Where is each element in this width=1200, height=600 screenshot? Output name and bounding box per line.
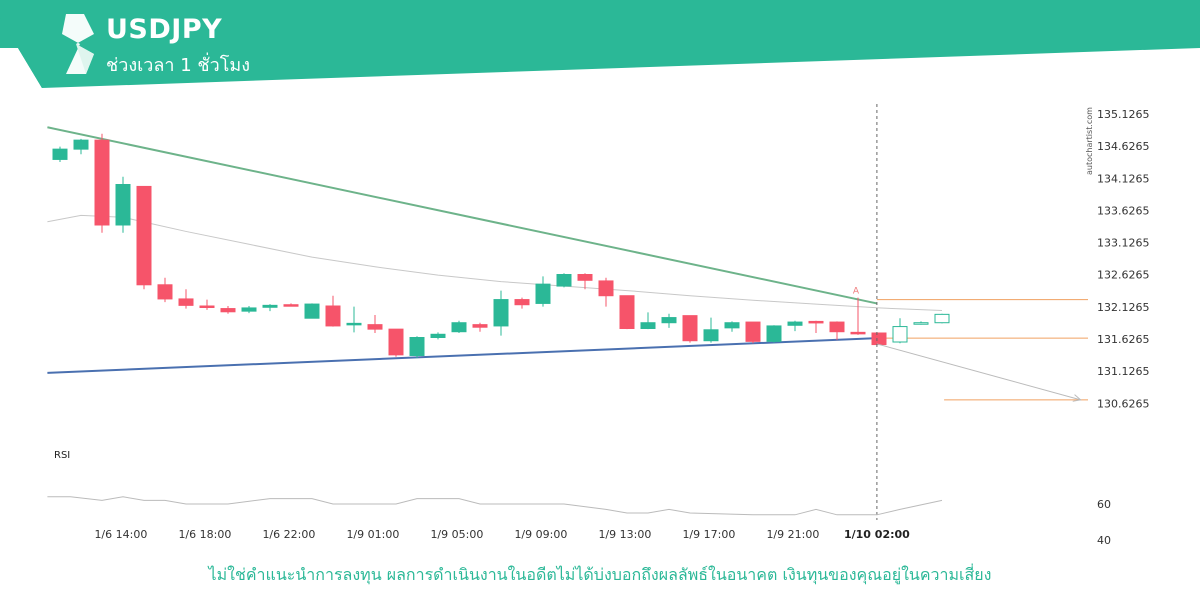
symbol-title: USDJPY (106, 14, 223, 45)
rsi-tick-0: 60 (1097, 498, 1111, 511)
y-axis: 135.1265 134.6265 134.1265 133.6265 133.1265… (1097, 108, 1150, 410)
candle-24 (556, 274, 572, 287)
y-tick-7: 131.6265 (1097, 333, 1150, 346)
candle-4 (136, 185, 152, 286)
y-tick-3: 133.6265 (1097, 204, 1150, 217)
candle-38 (850, 331, 866, 335)
candle-31 (703, 329, 719, 342)
candle-33 (745, 321, 761, 342)
candle-23 (535, 283, 551, 304)
candle-16 (388, 328, 404, 356)
candle-12 (304, 303, 320, 319)
brand-logo-icon (62, 14, 94, 74)
y-tick-2: 134.1265 (1097, 172, 1150, 185)
x-tick-6: 1/9 13:00 (598, 528, 651, 541)
candle-32 (724, 322, 740, 329)
candle-10 (262, 304, 278, 308)
candle-26 (598, 280, 614, 297)
x-tick-4: 1/9 05:00 (430, 528, 483, 541)
x-axis: 1/6 14:00 1/6 18:00 1/6 22:00 1/9 01:00 1/9 … (94, 528, 910, 541)
rsi-line (47, 496, 943, 516)
x-tick-1: 1/6 18:00 (178, 528, 231, 541)
candle-40 (892, 326, 908, 343)
candle-11 (283, 304, 299, 307)
candle-15 (367, 324, 383, 330)
moving-average (47, 214, 943, 311)
disclaimer: ไม่ใช่คำแนะนำการลงทุน ผลการดำเนินงานในอด… (208, 565, 992, 584)
candle-19 (451, 322, 467, 333)
y-tick-6: 132.1265 (1097, 301, 1150, 314)
header-banner (0, 0, 1200, 88)
candle-2 (94, 139, 110, 226)
candle-28 (640, 322, 656, 330)
candle-9 (241, 307, 257, 312)
support-line (47, 337, 877, 374)
y-tick-0: 135.1265 (1097, 108, 1150, 121)
candle-0 (52, 148, 68, 160)
candle-18 (430, 333, 446, 338)
candle-7 (199, 305, 215, 308)
projection-line (876, 343, 1081, 401)
candle-35 (787, 321, 803, 326)
candle-3 (115, 184, 131, 226)
candle-5 (157, 284, 173, 300)
candle-37 (829, 321, 845, 333)
candle-25 (577, 274, 593, 281)
candle-13 (325, 305, 341, 327)
candle-17 (409, 337, 425, 356)
candle-20 (472, 324, 488, 328)
timeframe-subtitle: ช่วงเวลา 1 ชั่วโมง (106, 55, 251, 76)
candle-36 (808, 320, 824, 324)
ma-line (47, 214, 943, 311)
candle-41 (913, 322, 929, 325)
resistance-line (47, 126, 878, 305)
candle-39 (871, 332, 887, 346)
candle-30 (682, 315, 698, 342)
x-tick-2: 1/6 22:00 (262, 528, 315, 541)
rsi-panel: 60 40 (47, 496, 1111, 547)
event-label: A (853, 287, 860, 297)
rsi-tick-1: 40 (1097, 534, 1111, 547)
candle-1 (73, 139, 89, 150)
level-lines (876, 299, 1088, 401)
rsi-label: RSI (54, 450, 70, 461)
projection (876, 343, 1082, 402)
x-tick-8: 1/9 21:00 (766, 528, 819, 541)
y-tick-9: 130.6265 (1097, 397, 1150, 410)
watermark: autochartist.com (1085, 107, 1094, 175)
y-tick-8: 131.1265 (1097, 365, 1150, 378)
candle-22 (514, 299, 530, 306)
trend-lines (47, 126, 878, 374)
candle-21 (493, 299, 509, 327)
event-marker: A (853, 104, 878, 520)
candle-8 (220, 308, 236, 313)
x-tick-3: 1/9 01:00 (346, 528, 399, 541)
candle-14 (346, 322, 362, 326)
x-tick-9: 1/10 02:00 (844, 528, 910, 541)
y-tick-4: 133.1265 (1097, 237, 1150, 250)
y-tick-5: 132.6265 (1097, 269, 1150, 282)
candle-34 (766, 325, 782, 342)
candle-27 (619, 295, 635, 330)
x-tick-5: 1/9 09:00 (514, 528, 567, 541)
projection-arrowhead (1072, 394, 1082, 402)
y-tick-1: 134.6265 (1097, 140, 1150, 153)
candle-42 (934, 313, 950, 324)
candles (52, 133, 950, 359)
x-tick-0: 1/6 14:00 (94, 528, 147, 541)
candle-29 (661, 317, 677, 324)
x-tick-7: 1/9 17:00 (682, 528, 735, 541)
candle-6 (178, 298, 194, 306)
